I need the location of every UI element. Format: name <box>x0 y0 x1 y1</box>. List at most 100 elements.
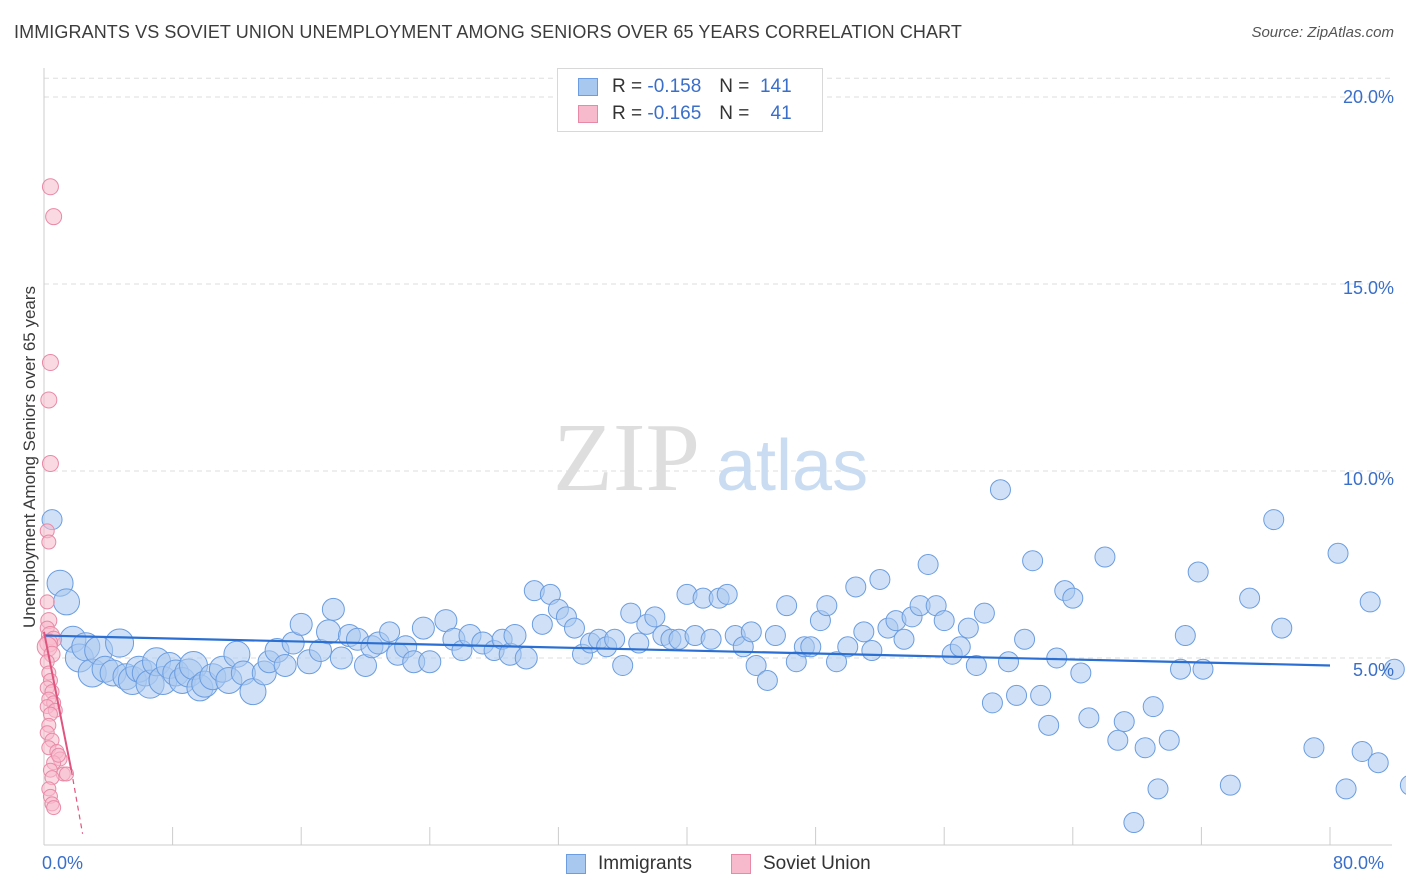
chart-title: IMMIGRANTS VS SOVIET UNION UNEMPLOYMENT … <box>14 22 963 42</box>
immigrants-point <box>1022 550 1044 572</box>
immigrants-point <box>917 554 939 575</box>
immigrants-point <box>329 646 353 670</box>
immigrants-point <box>957 617 979 639</box>
y-tick-label-20: 20.0% <box>1342 87 1394 107</box>
immigrants-point <box>973 602 995 624</box>
soviet-union-point <box>40 391 58 409</box>
immigrants-trend-line <box>43 634 1331 667</box>
immigrants-point <box>1038 714 1060 736</box>
legend-r-value: -0.165 <box>647 103 702 124</box>
bottom-legend-swatch-soviet-union <box>731 854 751 874</box>
soviet-union-point <box>50 747 66 763</box>
immigrants-point <box>1134 737 1156 759</box>
immigrants-point <box>745 654 767 676</box>
immigrants-point <box>1006 684 1028 706</box>
x-tick-label-min: 0.0% <box>42 853 84 873</box>
immigrants-point <box>869 568 891 590</box>
immigrants-point <box>273 653 297 677</box>
immigrants-point <box>764 625 786 647</box>
soviet-union-point <box>39 594 55 610</box>
immigrants-point <box>998 651 1019 673</box>
legend-n-label: N = <box>719 103 750 124</box>
soviet-union-point <box>46 800 62 816</box>
immigrants-point <box>845 576 867 598</box>
immigrants-point <box>1239 587 1261 609</box>
legend-n-value: 41 <box>770 103 792 124</box>
immigrants-point <box>1113 711 1135 733</box>
legend-row-immigrants: R = -0.158 N = 141 <box>578 75 792 99</box>
correlation-legend: R = -0.158 N = 141 R = -0.165 N = 41 <box>557 68 823 132</box>
immigrants-point <box>933 610 955 632</box>
immigrants-point <box>740 621 762 643</box>
immigrants-point <box>1030 684 1052 706</box>
immigrants-point <box>1142 696 1164 718</box>
immigrants-point <box>289 612 313 636</box>
immigrants-point <box>700 628 722 650</box>
y-tick-label-5: 5.0% <box>1352 660 1394 680</box>
immigrants-point <box>1192 658 1214 680</box>
immigrants-point <box>1351 741 1373 762</box>
bottom-legend-soviet-union[interactable]: Soviet Union <box>731 852 871 876</box>
y-tick-label-10: 10.0% <box>1342 469 1394 489</box>
immigrants-point <box>965 654 987 676</box>
immigrants-point <box>316 619 342 645</box>
immigrants-point <box>531 613 553 635</box>
legend-row-soviet-union: R = -0.165 N = 41 <box>578 102 792 126</box>
immigrants-point <box>1335 778 1357 800</box>
immigrants-point <box>1359 591 1381 613</box>
immigrants-point <box>411 616 435 640</box>
immigrants-point <box>53 588 81 616</box>
immigrants-point <box>503 624 527 648</box>
immigrants-point <box>418 650 442 674</box>
immigrants-point <box>776 595 798 617</box>
immigrants-point <box>893 628 915 650</box>
immigrants-point <box>620 602 642 624</box>
watermark-atlas: atlas <box>716 426 868 506</box>
legend-swatch-immigrants <box>578 78 598 96</box>
bottom-legend-immigrants[interactable]: Immigrants <box>566 852 692 876</box>
x-ticks <box>43 827 1331 845</box>
immigrants-point <box>1367 752 1389 774</box>
soviet-union-trend-line <box>43 631 73 771</box>
immigrants-points <box>41 479 1406 834</box>
soviet-union-point <box>41 455 59 473</box>
immigrants-point <box>816 595 838 617</box>
immigrants-point <box>837 636 859 658</box>
immigrants-point <box>1327 542 1349 564</box>
immigrants-point <box>612 654 634 676</box>
immigrants-point <box>1147 778 1169 800</box>
immigrants-point <box>1070 662 1092 684</box>
immigrants-point <box>1383 658 1405 680</box>
immigrants-point <box>1219 774 1241 796</box>
immigrants-point <box>861 640 883 662</box>
legend-swatch-soviet-union <box>578 105 598 123</box>
immigrants-point <box>1174 625 1196 647</box>
immigrants-point <box>105 628 135 658</box>
immigrants-point <box>989 479 1011 501</box>
immigrants-point <box>716 583 738 605</box>
legend-r-label: R = <box>612 103 643 124</box>
bottom-legend-label-immigrants: Immigrants <box>598 853 692 874</box>
bottom-legend-label-soviet-union: Soviet Union <box>763 853 871 874</box>
immigrants-point <box>514 646 538 670</box>
x-tick-label-max: 80.0% <box>1333 853 1385 873</box>
immigrants-point <box>756 669 778 691</box>
immigrants-point <box>321 597 345 621</box>
legend-r-value: -0.158 <box>647 76 702 97</box>
soviet-union-trend-extension <box>70 770 84 834</box>
legend-n-value: 141 <box>759 76 792 97</box>
soviet-union-point <box>59 766 75 782</box>
immigrants-point <box>800 636 822 658</box>
legend-r-label: R = <box>612 76 643 97</box>
y-tick-label-15: 15.0% <box>1342 278 1394 298</box>
immigrants-point <box>825 651 847 673</box>
source-label: Source: ZipAtlas.com <box>1251 24 1394 41</box>
immigrants-point <box>1062 587 1084 609</box>
soviet-union-point <box>41 178 59 196</box>
soviet-union-point <box>41 354 59 372</box>
immigrants-point <box>1158 729 1180 751</box>
watermark-zip: ZIP <box>553 404 700 512</box>
immigrants-point <box>379 621 401 643</box>
immigrants-point <box>1399 775 1406 795</box>
